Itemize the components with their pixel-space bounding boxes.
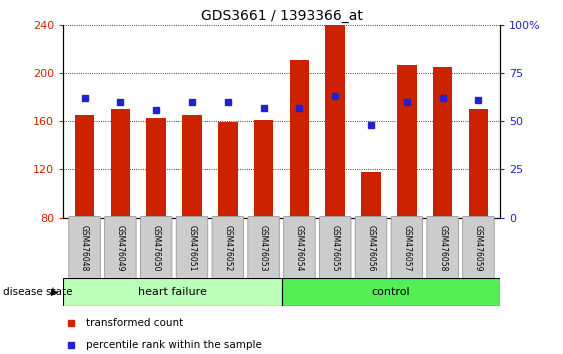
Bar [468, 109, 488, 218]
Text: GSM476055: GSM476055 [330, 224, 339, 271]
Text: control: control [372, 287, 410, 297]
Text: GSM476057: GSM476057 [403, 224, 412, 271]
Bar [182, 115, 202, 218]
FancyBboxPatch shape [140, 217, 172, 279]
Text: GDS3661 / 1393366_at: GDS3661 / 1393366_at [200, 9, 363, 23]
Bar [146, 118, 166, 218]
Text: GSM476052: GSM476052 [224, 224, 233, 271]
Bar [63, 278, 282, 306]
Bar [254, 120, 274, 218]
Bar [361, 172, 381, 218]
Text: GSM476051: GSM476051 [187, 224, 196, 271]
Text: GSM476048: GSM476048 [80, 224, 89, 271]
Bar [397, 64, 417, 218]
Text: transformed count: transformed count [86, 318, 184, 328]
Text: ▶: ▶ [51, 287, 58, 297]
FancyBboxPatch shape [355, 217, 387, 279]
Text: percentile rank within the sample: percentile rank within the sample [86, 340, 262, 350]
Bar [433, 67, 453, 218]
FancyBboxPatch shape [319, 217, 351, 279]
FancyBboxPatch shape [105, 217, 136, 279]
Bar [75, 115, 95, 218]
FancyBboxPatch shape [176, 217, 208, 279]
Text: GSM476056: GSM476056 [367, 224, 376, 271]
Text: disease state: disease state [3, 287, 72, 297]
FancyBboxPatch shape [212, 217, 244, 279]
Text: GSM476054: GSM476054 [295, 224, 304, 271]
Bar [289, 60, 309, 218]
FancyBboxPatch shape [391, 217, 423, 279]
Text: heart failure: heart failure [138, 287, 207, 297]
Bar [218, 122, 238, 218]
FancyBboxPatch shape [463, 217, 494, 279]
FancyBboxPatch shape [427, 217, 458, 279]
FancyBboxPatch shape [69, 217, 100, 279]
Bar [110, 109, 130, 218]
Text: GSM476059: GSM476059 [474, 224, 483, 271]
Text: GSM476053: GSM476053 [259, 224, 268, 271]
Text: GSM476050: GSM476050 [151, 224, 160, 271]
Bar [282, 278, 500, 306]
Bar [325, 25, 345, 218]
Text: GSM476049: GSM476049 [116, 224, 125, 271]
Text: GSM476058: GSM476058 [438, 224, 447, 271]
FancyBboxPatch shape [284, 217, 315, 279]
FancyBboxPatch shape [248, 217, 279, 279]
